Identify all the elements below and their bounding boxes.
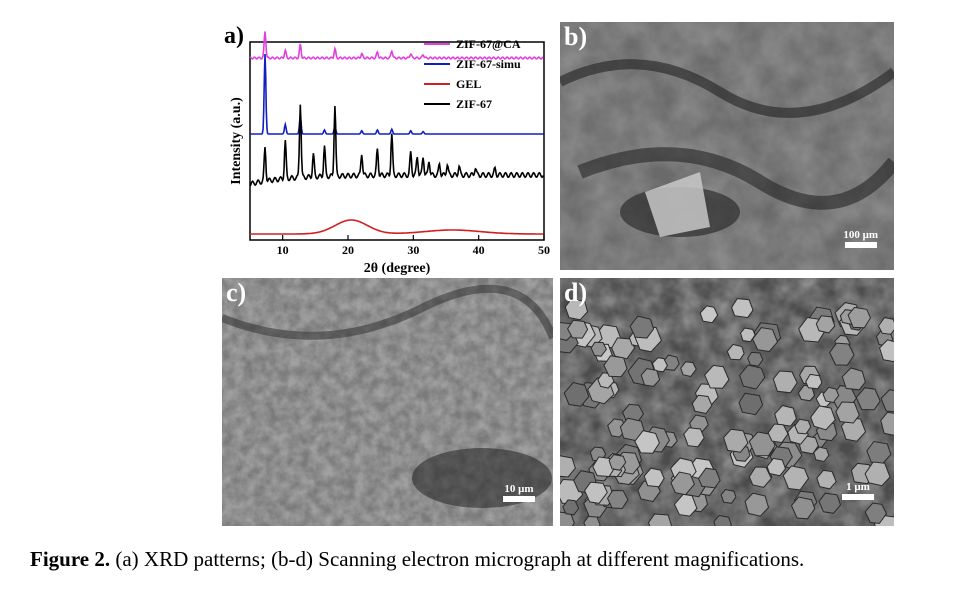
crystal-particle xyxy=(697,467,721,489)
caption-text: (a) XRD patterns; (b-d) Scanning electro… xyxy=(110,547,805,571)
xrd-chart: 10 20 30 40 50 2θ (degree) Intensity (a.u.) ZIF… xyxy=(229,31,550,276)
legend-label-0: ZIF-67@CA xyxy=(456,37,521,51)
scale-label-c: 10 μm xyxy=(504,483,534,495)
crystal-particle xyxy=(739,364,766,390)
crystal-particle xyxy=(774,404,797,427)
crystal-particle xyxy=(699,305,719,324)
crystal-particle xyxy=(691,394,713,415)
crystal-particle xyxy=(805,373,823,390)
crystal-particle xyxy=(739,327,756,343)
panel-b-label: b) xyxy=(564,22,588,51)
x-tick-label-0: 10 xyxy=(277,243,289,257)
crystal-particle xyxy=(647,513,673,526)
crystal-particle xyxy=(748,466,772,488)
crystal-particle xyxy=(810,405,836,431)
crystal-particle xyxy=(651,357,668,373)
crystal-particle xyxy=(673,493,698,517)
crystal-particle xyxy=(880,389,894,413)
panel-a-label: a) xyxy=(224,23,244,49)
series-line-0 xyxy=(249,31,544,60)
panel-c-sem-image: c) 10 μm xyxy=(222,278,553,526)
crystal-particle xyxy=(634,430,660,454)
y-axis-label: Intensity (a.u.) xyxy=(229,97,244,185)
crystal-particle xyxy=(794,418,812,435)
x-tick-label-1: 20 xyxy=(342,243,354,257)
crystal-particle xyxy=(563,381,590,407)
crystal-particle xyxy=(835,401,860,424)
x-tick-label-3: 40 xyxy=(473,243,485,257)
crystal-particle xyxy=(590,341,607,357)
plot-frame xyxy=(249,41,545,241)
figure-caption: Figure 2. (a) XRD patterns; (b-d) Scanni… xyxy=(30,547,804,572)
crystal-particle xyxy=(829,342,855,366)
crystal-particle xyxy=(738,392,764,416)
crystal-particle xyxy=(864,461,891,487)
series-line-2 xyxy=(250,219,544,235)
legend-label-1: ZIF-67-simu xyxy=(456,57,521,71)
sem-texture-d xyxy=(560,278,894,526)
crystal-particle xyxy=(731,298,754,319)
crystal-particle xyxy=(643,467,665,488)
scale-label-b: 100 μm xyxy=(843,229,878,241)
legend-label-3: ZIF-67 xyxy=(456,97,492,111)
crystal-particle xyxy=(723,428,749,453)
crystal-particle xyxy=(880,411,894,436)
crystal-particle xyxy=(640,368,661,387)
sem-texture-c xyxy=(222,278,553,526)
crystal-particle xyxy=(680,361,697,378)
crystal-particle xyxy=(560,455,576,478)
crystal-particle xyxy=(790,496,816,520)
crystal-particle xyxy=(782,465,810,491)
crystal-particle xyxy=(841,367,866,391)
panel-d-sem-image: d) 1 μm xyxy=(560,278,894,526)
crystal-particle xyxy=(840,417,867,442)
crystal-particle xyxy=(683,427,705,448)
crystal-particle xyxy=(818,492,842,514)
scale-label-d: 1 μm xyxy=(846,481,870,493)
panel-d-label: d) xyxy=(564,278,588,307)
crystal-particle xyxy=(847,306,872,329)
scale-bar-b: 100 μm xyxy=(843,229,878,248)
crystal-particle xyxy=(629,315,655,339)
sem-texture-b xyxy=(560,22,894,270)
panel-a: 10 20 30 40 50 2θ (degree) Intensity (a.u.) ZIF… xyxy=(222,22,556,278)
crystal-particle xyxy=(713,514,733,526)
crystal-particle xyxy=(747,351,764,367)
crystal-particle xyxy=(855,387,881,411)
crystal-particle xyxy=(726,343,745,361)
crystal-particle xyxy=(744,492,770,517)
crystal-particle xyxy=(584,481,608,504)
crystal-particle xyxy=(564,298,589,321)
crystal-particle xyxy=(766,457,787,477)
panel-c-label: c) xyxy=(226,278,247,307)
scale-bar-c: 10 μm xyxy=(503,483,535,502)
x-tick-label-2: 30 xyxy=(407,243,419,257)
crystal-particle xyxy=(864,502,888,524)
panel-b-sem-image: b) 100 μm xyxy=(560,22,894,270)
crystal-particle xyxy=(816,469,837,490)
crystal-particle xyxy=(603,355,628,378)
crystal-particle xyxy=(813,446,830,463)
crystal-particle xyxy=(670,471,695,496)
crystal-particle xyxy=(608,454,627,471)
crystal-particle xyxy=(767,423,789,444)
caption-lead: Figure 2. xyxy=(30,547,111,571)
crystal-particle xyxy=(720,488,737,504)
crystal-particle xyxy=(562,499,580,516)
x-axis-label: 2θ (degree) xyxy=(364,261,431,276)
crystal-particle xyxy=(704,364,730,389)
crystal-particle xyxy=(772,370,798,394)
crystal-particle xyxy=(567,319,589,339)
crystal-particle xyxy=(815,315,836,334)
crystal-particle xyxy=(606,489,629,510)
scale-bar-d: 1 μm xyxy=(842,481,874,500)
x-tick-label-4: 50 xyxy=(538,243,550,257)
crystal-particle xyxy=(877,317,894,335)
legend-label-2: GEL xyxy=(456,77,481,91)
crystal-particle xyxy=(879,339,894,363)
crystal-particle xyxy=(822,386,840,404)
series-line-3 xyxy=(249,104,545,187)
